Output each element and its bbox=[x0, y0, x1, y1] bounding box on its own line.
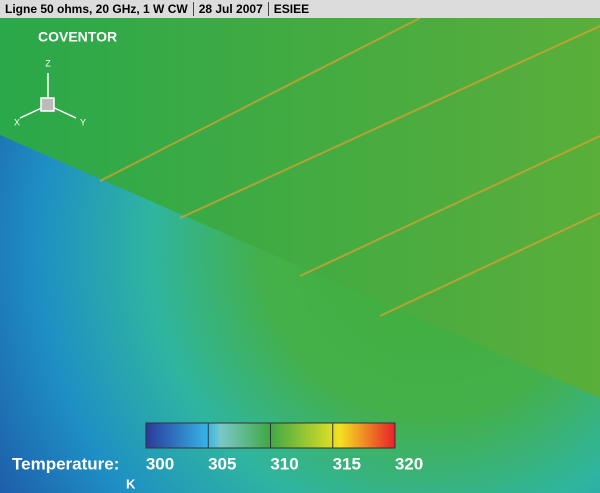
header-date: 28 Jul 2007 bbox=[192, 2, 268, 16]
header-title: Ligne 50 ohms, 20 GHz, 1 W CW bbox=[5, 2, 188, 16]
simulation-view: COVENTOR Z X Y Temperature: K 300 305 310 3… bbox=[0, 18, 600, 493]
axis-y: Y bbox=[80, 117, 86, 127]
colorbar-tick-label: 315 bbox=[333, 454, 361, 473]
header: Ligne 50 ohms, 20 GHz, 1 W CW 28 Jul 2007… bbox=[0, 0, 600, 18]
colorbar-tick-label: 310 bbox=[270, 454, 298, 473]
colorbar-label: Temperature: bbox=[12, 454, 119, 473]
axes-triad bbox=[19, 73, 77, 119]
colorbar-tick-label: 305 bbox=[208, 454, 236, 473]
header-source: ESIEE bbox=[267, 2, 315, 16]
colorbar-unit: K bbox=[126, 476, 136, 491]
colorbar-tick-label: 320 bbox=[395, 454, 423, 473]
logo: COVENTOR bbox=[38, 29, 117, 45]
heat-streaks bbox=[99, 18, 600, 317]
colorbar-tick-label: 300 bbox=[146, 454, 174, 473]
axis-x: X bbox=[14, 117, 20, 127]
field-upper bbox=[0, 18, 600, 398]
axis-z: Z bbox=[45, 58, 51, 68]
